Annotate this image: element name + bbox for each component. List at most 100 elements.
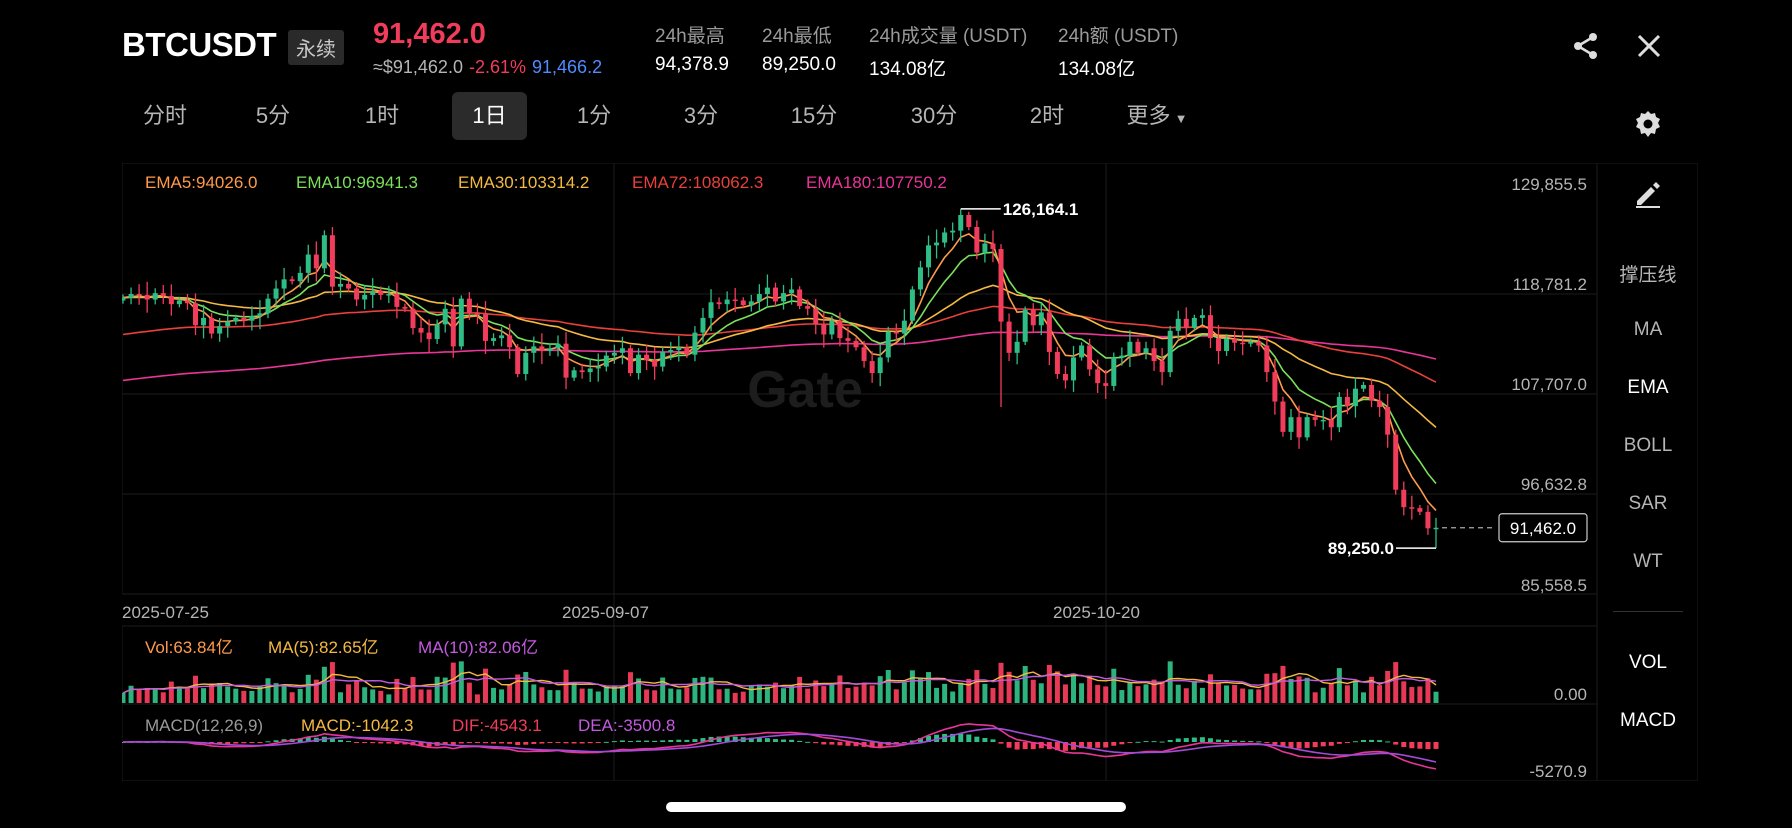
macd-histogram-bar <box>724 736 730 742</box>
candle-body <box>990 243 996 250</box>
volume-bar <box>781 688 787 703</box>
candle-body <box>466 298 472 314</box>
candle-body <box>917 267 923 290</box>
macd-histogram-bar <box>869 742 875 748</box>
symbol-title[interactable]: BTCUSDT <box>122 26 277 63</box>
candle-body <box>1280 401 1286 432</box>
tab-1m[interactable]: 1分 <box>576 103 612 128</box>
macd-histogram-bar <box>829 742 835 745</box>
tab-3m[interactable]: 3分 <box>683 103 719 128</box>
volume-bar <box>1167 661 1173 703</box>
candle-body <box>184 300 190 304</box>
volume-bar <box>1369 676 1375 703</box>
volume-bar <box>837 675 843 703</box>
candle-body <box>772 287 778 302</box>
candle-body <box>128 294 134 298</box>
candle-body <box>789 289 795 294</box>
last-price: 91,462.0 <box>373 18 486 50</box>
macd-histogram-bar <box>217 742 223 745</box>
sidebar-item-vol[interactable]: VOL <box>1628 652 1668 673</box>
macd-histogram-bar <box>1038 742 1044 749</box>
candle-body <box>1272 372 1278 402</box>
candlestick-chart[interactable]: Gate EMA5:94026.0 EMA10:96941.3 EMA30:10… <box>120 162 1699 782</box>
tab-5m[interactable]: 5分 <box>255 103 291 128</box>
candle-body <box>1111 357 1117 386</box>
candle-body <box>1369 384 1375 401</box>
volume-bar <box>660 677 666 703</box>
tab-more[interactable]: 更多 ▼ <box>1112 92 1202 140</box>
volume-ma10-line <box>122 673 1437 694</box>
volume-bar <box>1087 675 1093 703</box>
macd-histogram-bar <box>241 742 247 744</box>
candle-body <box>233 317 239 322</box>
pencil-icon[interactable] <box>1633 179 1663 214</box>
ema-legend: EMA5:94026.0 EMA10:96941.3 EMA30:103314.… <box>145 173 947 192</box>
candle-body <box>1377 400 1383 408</box>
close-icon[interactable] <box>1636 33 1662 59</box>
volume-bar <box>772 682 778 703</box>
volume-bar <box>1062 684 1068 703</box>
tab-2h[interactable]: 2时 <box>1029 103 1065 128</box>
tab-1d[interactable]: 1日 <box>452 92 527 140</box>
stat-24h-volume: 24h成交量 (USDT) 134.08亿 <box>869 21 1027 81</box>
volume-bar <box>1288 678 1294 703</box>
macd-histogram-bar <box>966 734 972 742</box>
volume-bar <box>990 688 996 703</box>
macd-histogram-bar <box>426 742 432 747</box>
volume-bar <box>1336 668 1342 703</box>
candle-body <box>692 332 698 355</box>
stat-label: 24h最低 <box>762 26 832 47</box>
candle-body <box>1304 417 1310 438</box>
date-tick: 2025-09-07 <box>562 603 649 622</box>
sidebar-item-wt[interactable]: WT <box>1633 551 1663 572</box>
price-tick: 96,632.8 <box>1521 475 1587 494</box>
macd-histogram-bar <box>797 740 803 742</box>
chart-area[interactable]: Gate EMA5:94026.0 EMA10:96941.3 EMA30:10… <box>120 162 1699 782</box>
volume-bar <box>386 694 392 703</box>
share-icon[interactable] <box>1571 31 1601 61</box>
candle-body <box>1079 345 1085 358</box>
sidebar-item-ma[interactable]: MA <box>1633 319 1663 340</box>
volume-bar <box>225 686 231 703</box>
macd-histogram-bar <box>772 739 778 742</box>
candle-body <box>740 300 746 306</box>
volume-bar <box>676 689 682 703</box>
volume-bar <box>209 683 215 703</box>
tab-1h[interactable]: 1时 <box>364 103 400 128</box>
macd-histogram-bar <box>579 742 585 744</box>
volume-bar <box>1079 683 1085 703</box>
candle-body <box>1232 339 1238 343</box>
candle-body <box>732 299 738 302</box>
macd-histogram-bar <box>1127 742 1133 743</box>
candle-body <box>861 347 867 362</box>
volume-bar <box>354 681 360 703</box>
candle-body <box>700 317 706 333</box>
sidebar-item-ema[interactable]: EMA <box>1627 377 1669 398</box>
home-indicator[interactable] <box>666 802 1126 812</box>
macd-histogram-bar <box>652 740 658 742</box>
volume-bar <box>1135 686 1141 703</box>
volume-bar <box>378 690 384 703</box>
candle-body <box>587 368 593 373</box>
sidebar-item-sar[interactable]: SAR <box>1628 493 1668 514</box>
tab-15m[interactable]: 15分 <box>790 103 838 128</box>
macd-histogram-bar <box>249 742 255 743</box>
candle-body <box>547 348 553 352</box>
sidebar-item-support-resistance[interactable]: 撑压线 <box>1619 265 1677 286</box>
tab-time[interactable]: 分时 <box>142 103 187 128</box>
tab-30m[interactable]: 30分 <box>910 103 958 128</box>
candle-body <box>813 308 819 325</box>
candle-body <box>329 235 335 287</box>
macd-histogram-bar <box>1014 742 1020 750</box>
candle-body <box>1393 434 1399 490</box>
ema72-line <box>122 305 1437 383</box>
candle-body <box>217 326 223 334</box>
volume-bar <box>797 676 803 703</box>
sidebar-item-boll[interactable]: BOLL <box>1623 435 1673 456</box>
candle-body <box>1199 315 1205 318</box>
sidebar-item-macd[interactable]: MACD <box>1620 710 1676 731</box>
gear-icon[interactable] <box>1634 110 1662 138</box>
macd-histogram-bar <box>297 738 303 742</box>
sidebar-border <box>1596 162 1699 782</box>
macd-histogram-bar <box>386 742 392 744</box>
